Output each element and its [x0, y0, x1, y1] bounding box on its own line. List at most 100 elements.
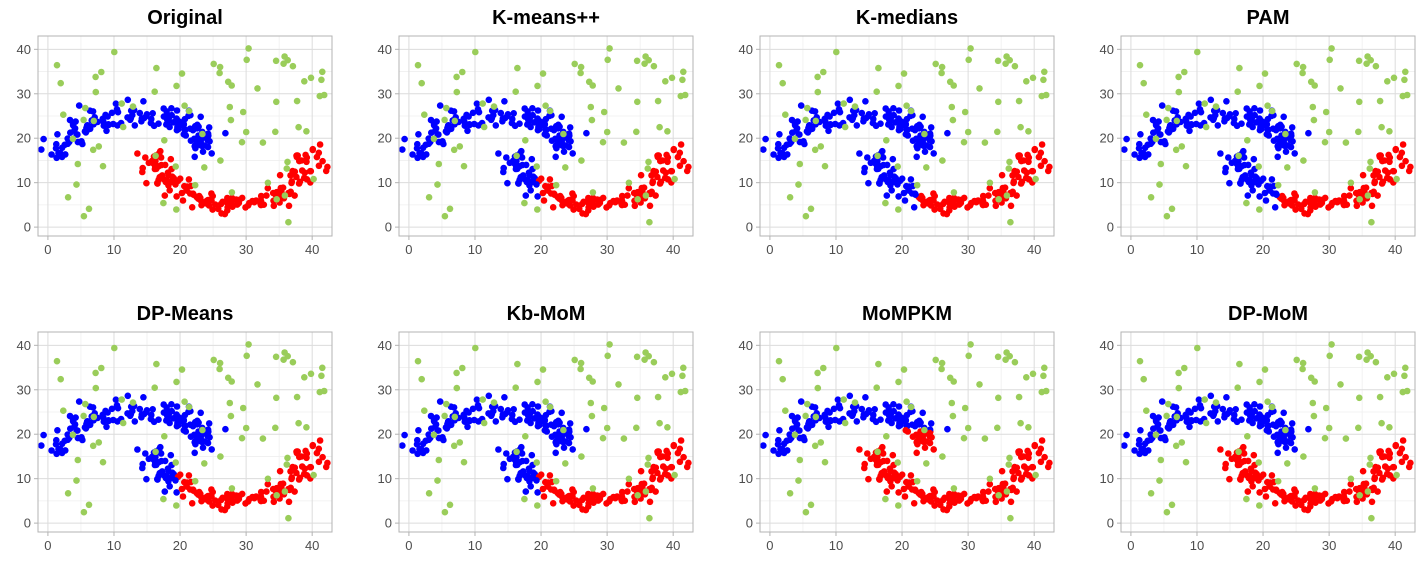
data-point — [1006, 454, 1013, 462]
x-tick-label: 30 — [239, 242, 253, 257]
data-point — [1238, 176, 1245, 184]
data-point — [1278, 491, 1285, 498]
data-point — [1168, 501, 1176, 509]
data-point — [892, 415, 899, 422]
data-point — [473, 396, 481, 403]
x-tick-label: 0 — [405, 538, 412, 553]
data-point — [683, 167, 691, 175]
data-point — [425, 431, 432, 438]
data-point — [877, 416, 884, 423]
data-point — [485, 392, 493, 400]
data-point — [316, 141, 324, 148]
data-point — [1044, 167, 1052, 175]
data-point — [1271, 500, 1279, 507]
data-point — [119, 419, 127, 427]
data-point — [546, 176, 554, 183]
data-point — [1300, 157, 1307, 164]
data-point — [606, 45, 613, 52]
data-point — [459, 364, 466, 372]
data-point — [869, 119, 877, 127]
data-point — [788, 116, 796, 124]
data-point — [663, 447, 670, 455]
data-point — [1188, 417, 1195, 424]
data-point — [770, 151, 777, 158]
data-point — [173, 489, 180, 496]
data-point — [85, 501, 93, 509]
data-point — [193, 421, 201, 428]
data-point — [1156, 181, 1163, 188]
data-point — [453, 369, 460, 377]
data-point — [441, 212, 449, 220]
data-point — [307, 167, 315, 175]
data-point — [827, 121, 834, 128]
data-point — [1385, 151, 1392, 159]
data-point — [1022, 174, 1030, 182]
data-point — [136, 109, 144, 117]
data-point — [882, 495, 889, 503]
data-point — [795, 181, 802, 188]
data-point — [285, 498, 293, 506]
data-point — [208, 486, 215, 493]
data-point — [485, 96, 493, 104]
data-point — [64, 490, 72, 497]
data-point — [926, 133, 933, 141]
data-point — [1232, 110, 1239, 117]
data-point — [668, 167, 676, 175]
data-point — [1212, 103, 1220, 110]
data-point — [549, 204, 557, 211]
data-point — [62, 151, 69, 158]
data-point — [1310, 412, 1318, 420]
data-point — [1291, 486, 1298, 493]
data-point — [289, 62, 297, 70]
data-point — [572, 497, 580, 504]
data-point — [504, 475, 511, 483]
data-point — [1018, 474, 1026, 482]
data-point — [1342, 139, 1350, 146]
data-point — [143, 475, 150, 483]
y-tick-label: 0 — [1107, 220, 1114, 235]
data-point — [1246, 178, 1254, 186]
data-point — [415, 427, 422, 434]
x-tick-label: 10 — [1190, 538, 1204, 553]
data-point — [571, 356, 578, 364]
data-point — [817, 143, 825, 150]
data-point — [1321, 434, 1329, 442]
data-point — [944, 425, 951, 433]
scatter-panel: K-medians 0 10 20 30 40 0 10 20 30 40 — [722, 0, 1077, 283]
data-point — [804, 104, 811, 112]
data-point — [618, 192, 626, 200]
data-point — [895, 378, 902, 386]
data-point — [315, 162, 323, 170]
data-point — [1042, 91, 1050, 99]
data-point — [1355, 57, 1363, 65]
data-point — [453, 73, 460, 81]
data-point — [152, 152, 159, 160]
data-point — [1256, 206, 1263, 213]
data-point — [1309, 103, 1317, 111]
data-point — [1385, 447, 1392, 455]
x-tick-label: 0 — [766, 242, 773, 257]
data-point — [1393, 471, 1400, 479]
data-point — [948, 399, 956, 407]
data-point — [319, 157, 326, 165]
data-point — [501, 394, 508, 401]
data-point — [1152, 135, 1160, 143]
data-point — [577, 365, 584, 373]
data-point — [239, 404, 247, 412]
data-point — [646, 498, 654, 506]
data-point — [1243, 495, 1250, 503]
data-point — [913, 181, 921, 189]
data-point — [1172, 404, 1180, 411]
data-point — [263, 192, 270, 199]
data-point — [170, 415, 177, 422]
data-point — [430, 431, 438, 439]
data-point — [944, 129, 951, 137]
scatter-panel: Original 0 10 20 30 40 0 10 20 30 40 — [0, 0, 355, 283]
data-point — [676, 162, 684, 170]
data-point — [1173, 117, 1181, 125]
data-point — [450, 404, 458, 411]
data-point — [187, 433, 195, 440]
data-point — [298, 453, 305, 460]
data-point — [201, 164, 208, 171]
